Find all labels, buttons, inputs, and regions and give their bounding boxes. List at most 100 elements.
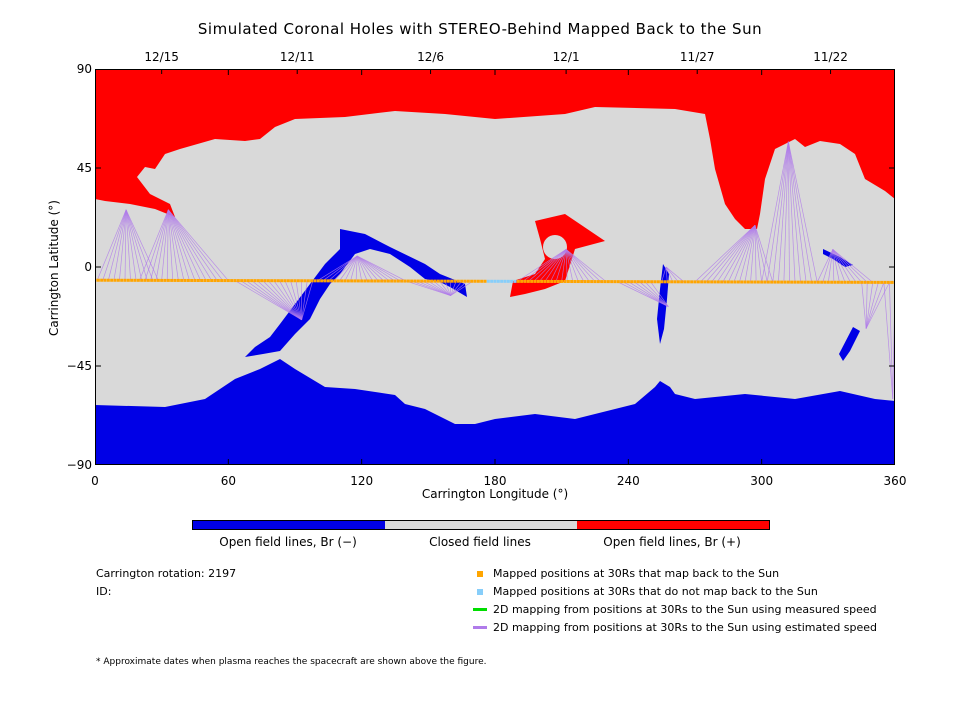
track-point (816, 280, 820, 284)
track-point (746, 280, 750, 284)
track-point (310, 279, 314, 283)
mapping-line (125, 209, 131, 281)
mapping-line (290, 280, 303, 320)
track-point (106, 278, 110, 282)
track-point (346, 279, 350, 283)
date-tick-label: 12/11 (279, 50, 315, 64)
mapping-line (787, 141, 796, 283)
mapping-line (650, 281, 669, 307)
mapping-line (328, 255, 358, 282)
track-point (433, 279, 437, 283)
track-point (456, 279, 460, 283)
track-point (166, 278, 170, 282)
date-tick-label: 11/27 (679, 50, 715, 64)
mapping-line (665, 266, 685, 283)
legend-swatch-mapped (477, 570, 483, 577)
track-point (880, 280, 884, 284)
mapping-line (744, 225, 756, 283)
track-point (670, 280, 674, 284)
track-point (753, 280, 757, 284)
x-tick-label: 360 (883, 474, 907, 488)
track-point (153, 278, 157, 282)
mapping-line (665, 266, 668, 282)
legend-swatch-not-mapped (477, 588, 483, 595)
track-point (626, 280, 630, 284)
track-point (786, 280, 790, 284)
mapping-line (565, 249, 574, 282)
legend-item-estimated-speed: 2D mapping from positions at 30Rs to the… (473, 621, 877, 634)
track-point (240, 279, 244, 283)
mapping-line (144, 209, 169, 281)
mapping-line (705, 224, 756, 283)
track-point (633, 280, 637, 284)
track-point (806, 280, 810, 284)
track-point (850, 280, 854, 284)
track-point (876, 280, 880, 284)
track-point (576, 280, 580, 284)
track-point (263, 279, 267, 283)
track-point (173, 278, 177, 282)
track-point (356, 279, 360, 283)
mapping-line (787, 141, 801, 283)
track-point (96, 278, 100, 282)
mapping-line (832, 249, 857, 283)
mapping-line (262, 280, 302, 321)
mapping-line (777, 141, 789, 283)
mapping-line (711, 224, 756, 283)
mapping-line (317, 255, 358, 282)
track-point (376, 279, 380, 283)
track-point (716, 280, 720, 284)
track-point (776, 280, 780, 284)
track-point (470, 279, 474, 283)
track-point (313, 279, 317, 283)
track-point (506, 279, 510, 283)
track-point (203, 279, 207, 283)
track-point (280, 279, 284, 283)
track-point (320, 279, 324, 283)
track-point (406, 279, 410, 283)
track-point (336, 279, 340, 283)
track-point (686, 280, 690, 284)
track-point (273, 279, 277, 283)
track-point (163, 278, 167, 282)
mapping-line (561, 249, 567, 282)
mapping-line (665, 266, 679, 283)
track-point (250, 279, 254, 283)
mapping-line (565, 249, 607, 282)
track-point (660, 280, 664, 284)
mapping-line (124, 209, 127, 281)
track-point (783, 280, 787, 284)
track-point (800, 280, 804, 284)
mapping-line (245, 280, 302, 321)
mapping-line (533, 249, 567, 282)
mapping-line (356, 255, 368, 282)
mapping-line (450, 280, 462, 296)
mapping-line (166, 209, 169, 281)
mapping-line (168, 209, 224, 281)
track-point (333, 279, 337, 283)
colorbar-segment-closed (385, 521, 577, 529)
track-point (380, 279, 384, 283)
mapping-line (167, 209, 174, 281)
mapping-line (832, 249, 851, 283)
track-point (136, 278, 140, 282)
track-point (833, 280, 837, 284)
mapping-line (301, 280, 314, 320)
x-tick-label: 300 (750, 474, 774, 488)
date-tick-label: 12/6 (417, 50, 445, 64)
coronal-hole-map (95, 69, 895, 465)
track-point (606, 280, 610, 284)
track-point (873, 280, 877, 284)
track-point (246, 279, 250, 283)
mapping-line (433, 280, 451, 296)
track-point (193, 278, 197, 282)
mapping-line (107, 209, 127, 281)
track-point (553, 279, 557, 283)
y-tick-label: 0 (84, 260, 92, 274)
track-point (463, 279, 467, 283)
colorbar-label-positive: Open field lines, Br (+) (603, 535, 741, 549)
mapping-line (754, 225, 774, 283)
track-point (216, 279, 220, 283)
track-point (803, 280, 807, 284)
track-point (666, 280, 670, 284)
